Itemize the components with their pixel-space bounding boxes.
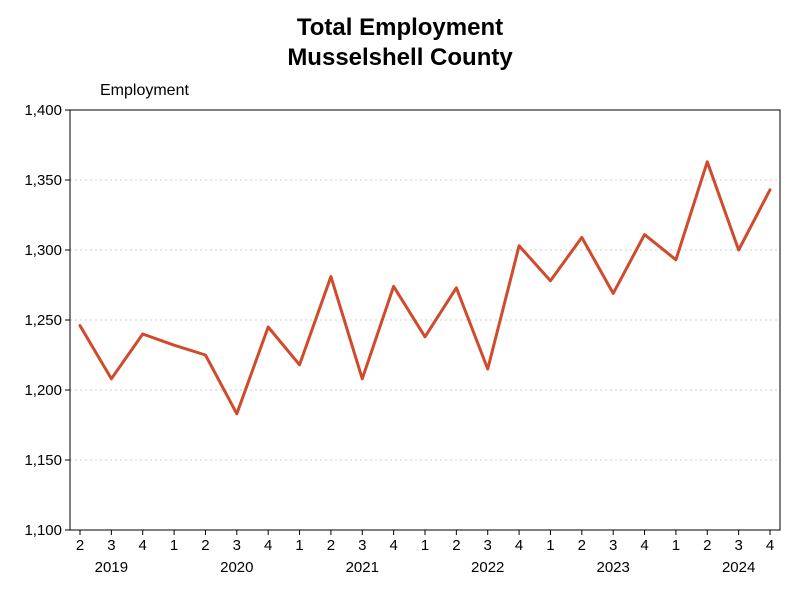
svg-text:4: 4: [640, 537, 648, 554]
svg-text:1,400: 1,400: [24, 102, 62, 119]
svg-text:2: 2: [703, 537, 711, 554]
svg-text:2: 2: [327, 537, 335, 554]
svg-text:1,200: 1,200: [24, 382, 62, 399]
svg-text:3: 3: [484, 537, 492, 554]
svg-text:4: 4: [389, 537, 397, 554]
svg-text:1: 1: [170, 537, 178, 554]
svg-text:4: 4: [766, 537, 774, 554]
svg-text:2022: 2022: [471, 559, 504, 576]
svg-text:2023: 2023: [596, 559, 629, 576]
svg-text:1,100: 1,100: [24, 522, 62, 539]
svg-text:2019: 2019: [95, 559, 128, 576]
svg-text:2024: 2024: [722, 559, 755, 576]
svg-text:4: 4: [515, 537, 523, 554]
svg-text:2: 2: [578, 537, 586, 554]
chart-svg: 1,100 1,150 1,200 1,250 1,300 1,350 1,400 2 3 4 1 2…: [0, 0, 800, 600]
employment-chart: Total Employment Musselshell County Empl…: [0, 0, 800, 600]
svg-text:4: 4: [139, 537, 147, 554]
svg-text:2: 2: [76, 537, 84, 554]
svg-text:1: 1: [421, 537, 429, 554]
svg-text:3: 3: [107, 537, 115, 554]
svg-text:1,300: 1,300: [24, 242, 62, 259]
svg-text:3: 3: [233, 537, 241, 554]
svg-text:1: 1: [672, 537, 680, 554]
svg-text:1: 1: [295, 537, 303, 554]
svg-text:1,250: 1,250: [24, 312, 62, 329]
svg-text:3: 3: [609, 537, 617, 554]
svg-text:3: 3: [734, 537, 742, 554]
svg-text:2021: 2021: [346, 559, 379, 576]
svg-text:2: 2: [201, 537, 209, 554]
svg-text:2: 2: [452, 537, 460, 554]
svg-text:1,150: 1,150: [24, 452, 62, 469]
svg-text:1: 1: [546, 537, 554, 554]
svg-text:4: 4: [264, 537, 272, 554]
svg-text:3: 3: [358, 537, 366, 554]
svg-text:1,350: 1,350: [24, 172, 62, 189]
svg-text:2020: 2020: [220, 559, 253, 576]
